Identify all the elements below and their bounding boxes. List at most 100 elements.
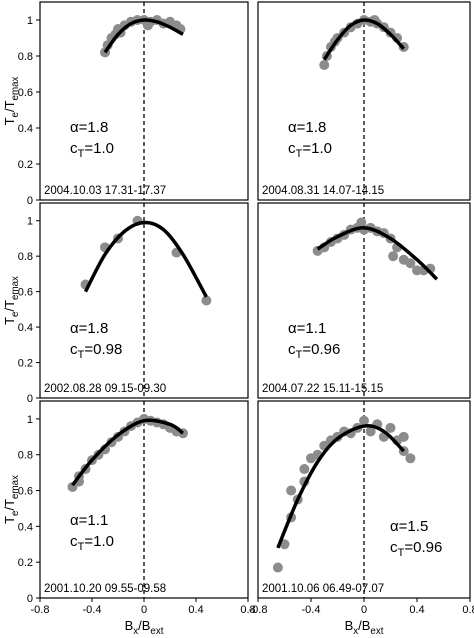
x-tick-label: -0.4 xyxy=(302,604,321,616)
date-label: 2004.08.31 14.07-14.15 xyxy=(262,185,384,197)
x-tick-label: 0 xyxy=(141,604,147,616)
label-part: =1.0 xyxy=(84,140,114,157)
label-part: /T xyxy=(2,499,17,511)
x-tick-label: -0.8 xyxy=(31,604,50,616)
fit-curve xyxy=(316,226,439,281)
subscript: T xyxy=(78,541,85,553)
ct-label: cT=1.0 xyxy=(288,140,332,160)
data-point xyxy=(299,464,310,475)
y-tick-label: 0.4 xyxy=(18,322,33,334)
data-point xyxy=(405,453,416,464)
subscript: x xyxy=(353,626,358,637)
subscript: emax xyxy=(10,475,21,499)
y-tick-label: 0 xyxy=(27,393,33,405)
data-point xyxy=(359,415,369,426)
data-point xyxy=(385,422,396,433)
x-axis-label: Bx/Bext xyxy=(125,618,164,637)
alpha-label: α=1.8 xyxy=(70,320,108,337)
ct-label: cT=1.0 xyxy=(70,533,114,553)
y-axis-label: Te/Temax xyxy=(2,475,21,524)
fit-curve xyxy=(71,418,185,487)
data-point xyxy=(405,258,416,269)
y-tick-label: 1 xyxy=(27,15,33,27)
ct-label: cT=0.96 xyxy=(288,341,340,361)
subscript: T xyxy=(78,148,85,160)
subscript: emax xyxy=(10,276,21,300)
y-tick-label: 0.8 xyxy=(18,251,33,263)
label-part: /B xyxy=(358,618,370,633)
label-part: =1.0 xyxy=(84,533,114,550)
x-tick-label: -0.4 xyxy=(83,604,102,616)
data-point xyxy=(398,431,409,442)
label-part: /T xyxy=(2,300,17,312)
y-axis-label: Te/Temax xyxy=(2,76,21,125)
data-point xyxy=(272,562,283,573)
subscript: T xyxy=(398,547,405,559)
y-tick-label: 1 xyxy=(27,216,33,228)
y-tick-label: 0.8 xyxy=(18,450,33,462)
label-part: =0.96 xyxy=(404,539,442,556)
subscript: T xyxy=(78,349,85,361)
y-tick-label: 0 xyxy=(27,195,33,207)
date-label: 2004.07.22 15.11-15.15 xyxy=(262,383,383,395)
label-part: c xyxy=(70,533,78,550)
date-label: 2001.10.06 06.49-07.07 xyxy=(262,583,384,595)
y-tick-label: 0.2 xyxy=(18,557,33,569)
subscript: T xyxy=(296,349,303,361)
y-tick-label: 0.6 xyxy=(18,87,33,99)
data-point xyxy=(388,251,399,262)
y-axis-label: Te/Temax xyxy=(2,276,21,325)
data-point xyxy=(201,295,212,306)
y-tick-label: 0.4 xyxy=(18,521,33,533)
label-part: B xyxy=(345,618,354,633)
subscript: T xyxy=(296,148,303,160)
x-tick-label: 0.4 xyxy=(188,604,203,616)
x-tick-label: -0.8 xyxy=(249,604,268,616)
x-tick-label: 0.4 xyxy=(409,604,424,616)
y-tick-label: 0.2 xyxy=(18,159,33,171)
label-part: c xyxy=(390,539,398,556)
alpha-label: α=1.1 xyxy=(70,512,108,529)
data-point xyxy=(365,426,376,437)
y-tick-label: 1 xyxy=(27,414,33,426)
label-part: =1.0 xyxy=(302,140,332,157)
label-part: T xyxy=(2,117,17,125)
alpha-label: α=1.8 xyxy=(70,119,108,136)
alpha-label: α=1.1 xyxy=(288,320,326,337)
x-axis-label: Bx/Bext xyxy=(345,618,384,637)
date-label: 2004.10.03 17.31-17.37 xyxy=(44,185,166,197)
y-tick-label: 0 xyxy=(27,593,33,605)
data-point xyxy=(319,60,330,70)
x-tick-label: 0.8 xyxy=(462,604,474,616)
ct-label: cT=0.98 xyxy=(70,341,122,361)
subscript: emax xyxy=(10,76,21,100)
label-part: c xyxy=(288,140,296,157)
fit-curve xyxy=(322,18,406,61)
label-part: T xyxy=(2,516,17,524)
alpha-label: α=1.8 xyxy=(288,119,326,136)
label-part: T xyxy=(2,317,17,325)
ct-label: cT=0.96 xyxy=(390,539,442,559)
label-part: c xyxy=(70,341,78,358)
y-tick-label: 0.2 xyxy=(18,358,33,370)
fit-curve xyxy=(276,424,406,549)
y-tick-label: 0.6 xyxy=(18,287,33,299)
label-part: /T xyxy=(2,100,17,112)
label-part: =0.96 xyxy=(302,341,340,358)
label-part: c xyxy=(70,140,78,157)
ct-label: cT=1.0 xyxy=(70,140,114,160)
label-part: =0.98 xyxy=(84,341,122,358)
subscript: e xyxy=(10,112,21,117)
alpha-label: α=1.5 xyxy=(390,518,428,535)
label-part: B xyxy=(125,618,134,633)
subscript: e xyxy=(10,312,21,317)
y-tick-label: 0.6 xyxy=(18,486,33,498)
fit-curve xyxy=(83,220,208,298)
x-tick-label: 0.8 xyxy=(240,604,255,616)
data-point xyxy=(286,485,297,496)
date-label: 2001.10.20 09.55-09.58 xyxy=(44,583,166,595)
date-label: 2002.08.28 09.15-09.30 xyxy=(44,383,166,395)
y-tick-label: 0.8 xyxy=(18,51,33,63)
y-tick-label: 0.4 xyxy=(18,123,33,135)
